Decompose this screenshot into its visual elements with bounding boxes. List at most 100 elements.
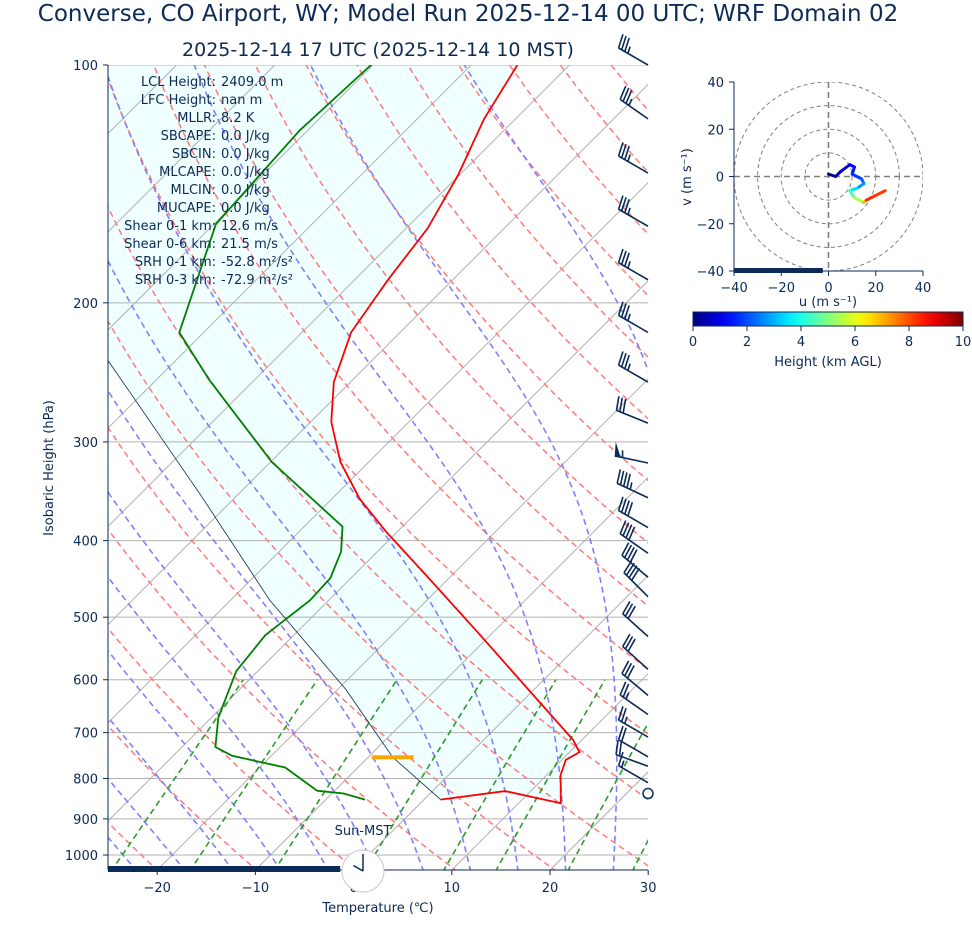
hodograph-segment (852, 196, 866, 204)
wind-barb (619, 520, 649, 554)
hodograph-segment (864, 193, 878, 202)
barb-full (628, 526, 636, 541)
hodograph-segment (850, 172, 864, 181)
stat-value: 12.6 m/s (221, 219, 278, 234)
barb-full (624, 636, 634, 650)
stat-value: 21.5 m/s (221, 237, 278, 252)
barb-full (615, 396, 620, 411)
stat-label: MLLR: (177, 111, 216, 126)
barb-staff (618, 314, 649, 334)
stat-value: -72.9 m²/s² (221, 273, 293, 288)
stat-value: -52.8 m²/s² (221, 255, 293, 270)
wind-barb (623, 560, 649, 598)
wind-barb (622, 600, 649, 638)
barb-full (619, 470, 625, 486)
stat-label: MUCAPE: (157, 201, 216, 216)
dry-adiabat (108, 76, 648, 735)
mixing-ratio-line (632, 838, 648, 870)
barb-full (619, 85, 627, 100)
barb-full (622, 398, 627, 414)
isotherm (108, 83, 648, 626)
barb-half (627, 363, 631, 371)
temperature-line (330, 65, 581, 805)
stat-value: 0.0 J/kg (221, 129, 270, 144)
x-tick-label: −20 (143, 881, 170, 896)
isotherm (108, 182, 648, 724)
stat-label: Shear 0-6 km: (124, 237, 216, 252)
barb-staff (619, 694, 649, 716)
y-tick-label: 700 (73, 727, 98, 742)
barb-full (617, 725, 624, 741)
colorbar-ticks: 0 2 4 6 8 10 (689, 326, 971, 350)
stat-label: Shear 0-1 km: (124, 219, 216, 234)
barb-half (624, 716, 628, 724)
moist-adiabat (193, 65, 567, 870)
barb-full (627, 605, 636, 619)
barb-half (627, 154, 631, 162)
barb-full (620, 35, 627, 51)
dry-adiabat (814, 65, 972, 872)
barb-full (627, 638, 636, 652)
barb-full (617, 195, 624, 210)
wind-barb (617, 195, 649, 227)
barb-full (624, 145, 630, 160)
moist-adiabat (108, 777, 186, 870)
barb-full (617, 706, 624, 721)
hodograph-x-tick-label: 20 (867, 281, 884, 296)
y-tick-label: 400 (73, 535, 98, 550)
figure-subtitle: 2025-12-14 17 UTC (2025-12-14 10 MST) (182, 39, 574, 61)
mixing-ratio-line (273, 679, 398, 870)
barb-staff (618, 719, 649, 738)
y-axis-label: Isobaric Height (hPa) (42, 400, 57, 536)
wind-barb (642, 787, 654, 800)
barb-full (620, 303, 627, 318)
stat-label: SRH 0-3 km: (135, 273, 216, 288)
mixing-ratio-line (495, 679, 606, 870)
barb-full (624, 252, 630, 267)
barb-staff (621, 672, 649, 697)
barb-full (619, 520, 627, 535)
barb-full (625, 524, 633, 539)
barb-full (626, 546, 635, 561)
dry-adiabat (764, 65, 972, 872)
barb-full (622, 522, 630, 537)
wind-barb (617, 351, 649, 383)
barb-staff (619, 533, 649, 554)
isotherm (157, 378, 648, 870)
x-tick-label: −10 (242, 881, 269, 896)
isotherm (108, 280, 648, 822)
barb-full (621, 660, 630, 674)
wind-barb (621, 660, 649, 697)
dry-adiabat (203, 65, 648, 607)
barb-half (627, 207, 631, 215)
x-tick-label: 30 (640, 881, 657, 896)
barb-full (625, 89, 633, 104)
barb-full (617, 301, 624, 316)
stat-value: 0.0 J/kg (221, 147, 270, 162)
y-tick-label: 900 (73, 813, 98, 828)
barb-full (622, 472, 628, 487)
moist-adiabat (108, 490, 377, 870)
barb-staff (619, 98, 649, 120)
barb-half (625, 692, 630, 700)
barb-full (620, 143, 627, 159)
barb-full (621, 542, 630, 556)
mixing-ratio-line (442, 679, 557, 870)
hodograph-x-tick-label: 40 (915, 281, 932, 296)
barb-full (620, 498, 627, 513)
barb-full (623, 560, 633, 574)
dry-adiabat (108, 426, 557, 870)
barb-full (619, 397, 624, 412)
barb-full (620, 250, 627, 265)
isotherm (108, 65, 276, 233)
moist-adiabat (108, 389, 424, 870)
barb-full (617, 351, 624, 366)
wind-barb (619, 681, 649, 716)
colorbar-label: Height (km AGL) (774, 355, 882, 370)
cin-shading-layer (108, 65, 580, 804)
barb-staff (618, 208, 649, 227)
barb-full (617, 248, 624, 264)
hodograph-segment (874, 189, 887, 197)
hodograph-y-label: v (m s⁻¹) (680, 148, 695, 206)
hodograph-segment (838, 163, 852, 174)
